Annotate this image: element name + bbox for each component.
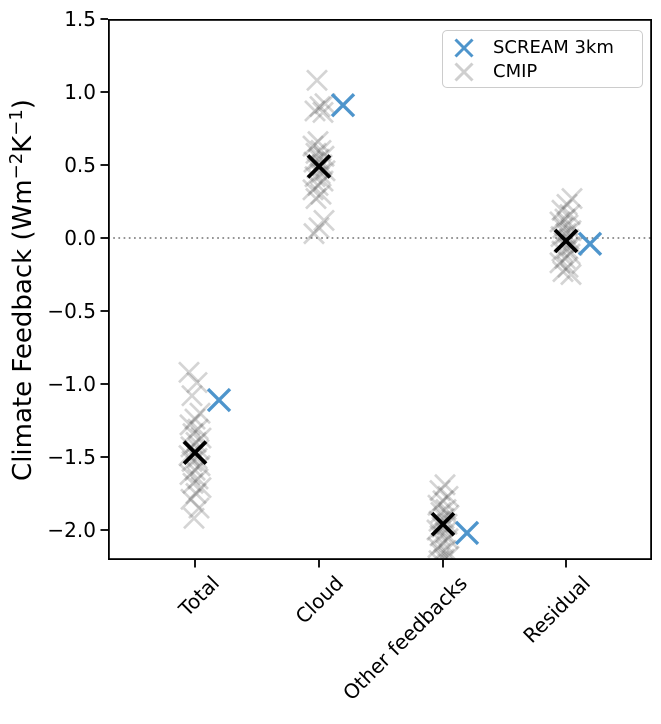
cmip-marker [561, 187, 583, 210]
cmip-marker [556, 237, 578, 260]
cmip-marker [182, 422, 204, 445]
cmip-marker [552, 260, 574, 283]
cmip-marker [432, 532, 454, 555]
cmip-marker [186, 447, 208, 470]
cmip-marker [309, 162, 331, 185]
cmip-marker [433, 507, 455, 530]
cmip-marker [428, 549, 450, 560]
scream-x-marker-icon [454, 38, 474, 58]
cmip-marker [559, 203, 581, 226]
cmip-marker [302, 178, 324, 201]
cmip-marker [314, 92, 336, 115]
cmip-marker [436, 513, 458, 536]
cmip-marker [308, 216, 330, 239]
y-tick-label: −2.0 [47, 518, 96, 542]
cmip-marker [179, 463, 201, 486]
y-tick-label: −1.5 [47, 445, 96, 469]
cmip-marker [185, 482, 207, 505]
cmip-marker [190, 476, 212, 499]
cmip-marker [429, 479, 451, 502]
y-tick-label: −0.5 [47, 299, 96, 323]
cmip-marker [180, 488, 202, 511]
cmip-marker [549, 251, 571, 274]
cmip-marker [560, 263, 582, 286]
cmip-marker [302, 135, 324, 157]
cmip-marker [559, 243, 581, 266]
cmip-marker [557, 256, 579, 279]
legend-label-cmip: CMIP [493, 61, 538, 82]
scream-marker [454, 520, 480, 546]
cmip-marker [551, 199, 573, 222]
cmip-marker [427, 536, 449, 559]
cmip-mean-marker [306, 154, 332, 179]
cmip-marker [549, 210, 571, 233]
cmip-marker [313, 209, 335, 232]
cmip-marker [556, 193, 578, 216]
legend: SCREAM 3km CMIP [442, 30, 643, 88]
cmip-marker [434, 473, 456, 496]
cmip-marker [305, 187, 327, 210]
y-tick-label: 0.5 [64, 153, 96, 177]
cmip-marker [307, 130, 329, 153]
cmip-marker [189, 402, 211, 425]
cmip-marker [430, 542, 452, 560]
cmip-marker [437, 527, 459, 550]
cmip-marker [304, 100, 326, 122]
cmip-marker [187, 418, 209, 441]
scream-marker [330, 92, 356, 118]
y-tick-label: 0.0 [64, 226, 96, 250]
cmip-marker [308, 148, 330, 171]
cmip-marker [554, 208, 576, 230]
cmip-marker [305, 142, 327, 165]
cmip-marker [190, 427, 212, 449]
y-tick-label: 1.5 [64, 7, 96, 31]
cmip-marker [310, 183, 332, 206]
cmip-marker [307, 174, 329, 197]
cmip-marker [306, 69, 328, 92]
cmip-mean-marker [553, 228, 579, 254]
cmip-mean-marker [182, 440, 208, 465]
cmip-marker [179, 413, 201, 436]
axes-spines [108, 18, 653, 561]
cmip-marker [554, 247, 576, 270]
y-tick-label: 1.0 [64, 80, 96, 104]
cmip-marker [309, 95, 331, 118]
y-tick-label: −1.0 [47, 372, 96, 396]
cmip-marker [181, 384, 203, 407]
cmip-marker [312, 101, 334, 124]
y-axis-label-superscript: −1 [6, 109, 27, 136]
cmip-marker [437, 485, 459, 508]
cmip-marker [186, 371, 208, 394]
cmip-marker [182, 472, 204, 495]
cmip-marker [184, 459, 206, 482]
legend-item-scream-3km: SCREAM 3km [451, 36, 632, 60]
legend-item-cmip: CMIP [451, 60, 632, 84]
cmip-marker [178, 361, 200, 384]
cmip-marker [427, 494, 449, 517]
plot-area [108, 69, 652, 560]
cmip-marker [188, 497, 210, 520]
cmip-x-marker-icon [454, 62, 474, 82]
cmip-marker [178, 444, 200, 467]
scream-marker [577, 231, 603, 257]
cmip-marker [303, 222, 325, 245]
cmip-mean-marker [430, 511, 456, 537]
legend-label-scream-3km: SCREAM 3km [493, 37, 614, 58]
y-axis-label-text: K [8, 135, 38, 153]
scream-marker [206, 387, 232, 413]
cmip-marker [432, 489, 454, 512]
cmip-marker [555, 222, 577, 245]
cmip-marker [184, 408, 206, 430]
cmip-marker [312, 170, 334, 193]
cmip-marker [438, 545, 460, 560]
cmip-marker [435, 539, 457, 560]
cmip-marker [189, 454, 211, 477]
cmip-marker [187, 467, 209, 490]
cmip-marker [183, 507, 205, 530]
cmip-marker [552, 216, 574, 239]
